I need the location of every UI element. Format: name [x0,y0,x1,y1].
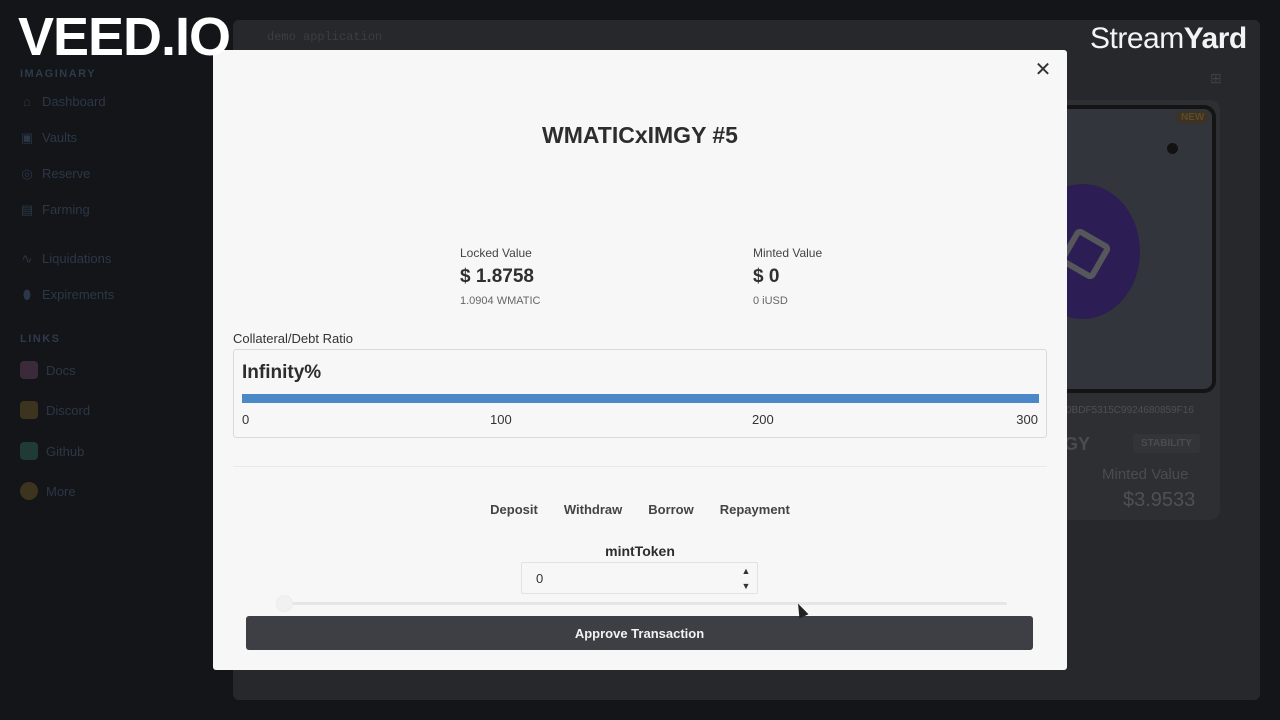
ratio-progress-bar [242,394,1039,403]
ratio-value: Infinity% [242,362,322,383]
sidebar-link-docs[interactable]: Docs [20,361,76,379]
farming-icon: ▤ [20,201,34,217]
reserve-icon: ◎ [21,165,33,181]
minted-value-amount: $ 0 [753,266,780,287]
locked-value-token: 1.0904 WMATIC [460,295,541,307]
vault-icon: ▣ [20,129,34,145]
minted-value-label: Minted Value [753,246,823,260]
locked-value-label: Locked Value [460,246,532,260]
veed-watermark: VEED.IO [18,7,231,67]
approve-transaction-button[interactable]: Approve Transaction [246,616,1033,650]
vault-card-tag: STABILITY [1133,434,1200,453]
sidebar-item-liquidations[interactable]: ∿ Liquidations [20,250,112,266]
smile-icon [20,482,38,500]
minted-value-token: 0 iUSD [753,295,788,307]
app-title: demo application [267,30,383,44]
vault-modal: ✕ WMATICxIMGY #5 Locked Value $ 1.8758 1… [213,50,1067,670]
dashboard-icon: ⌂ [23,93,31,109]
minted-value-stat: Minted Value $ 0 0 iUSD [753,246,822,307]
sidebar-item-label: Farming [42,202,90,217]
dot-icon [1167,143,1178,154]
sidebar-item-label: Reserve [42,166,91,181]
ratio-box: Infinity% 0 100 200 300 [233,349,1047,438]
ratio-tick: 300 [1016,412,1038,427]
books-icon [20,361,38,379]
vault-card-image [1060,105,1216,393]
sidebar-item-farming[interactable]: ▤ Farming [20,202,90,217]
mint-token-input[interactable] [522,570,722,586]
tab-deposit[interactable]: Deposit [490,502,538,517]
sidebar-link-label: Docs [46,362,76,378]
tab-withdraw[interactable]: Withdraw [563,502,623,517]
sidebar-item-label: Dashboard [42,94,106,109]
sidebar-link-label: Discord [46,402,91,418]
close-icon[interactable]: ✕ [1034,59,1052,81]
ratio-label: Collateral/Debt Ratio [233,331,353,346]
ratio-tick: 0 [242,412,250,427]
sidebar-link-more[interactable]: More [20,482,76,500]
sidebar-item-dashboard[interactable]: ⌂ Dashboard [20,94,106,109]
spinner-down-icon[interactable]: ▼ [741,581,751,591]
locked-value-stat: Locked Value $ 1.8758 1.0904 WMATIC [460,246,541,307]
ratio-tick: 200 [752,412,774,427]
streamyard-text-a: Stream [1090,22,1184,55]
vault-card-minted-label: Minted Value [1102,466,1189,483]
ratio-tick: 100 [490,412,512,427]
octocat-icon [20,442,38,460]
sidebar-item-label: Expirements [42,287,115,302]
vault-card-hash: 0BDF5315C9924680859F16 [1066,405,1194,416]
mint-token-field: ▲ ▼ [521,562,758,594]
tab-repayment[interactable]: Repayment [719,502,790,517]
sidebar-item-label: Vaults [42,130,78,145]
sidebar-item-reserve[interactable]: ◎ Reserve [20,166,90,181]
sidebar-link-label: More [46,483,76,499]
ratio-progress-fill [242,394,1039,403]
grid-icon[interactable]: ⊞ [1210,70,1222,86]
vault-card-minted-value: $3.9533 [1123,489,1196,511]
sidebar-item-label: Liquidations [42,251,112,266]
streamyard-text-b: Yard [1183,22,1248,55]
amount-slider-thumb[interactable] [276,595,293,612]
new-badge: NEW [1176,111,1210,124]
sidebar-section-title: LINKS [20,333,61,345]
vault-card-name: GY [1064,434,1091,454]
sidebar-item-expirements[interactable]: ⬮ Expirements [20,287,114,302]
divider [233,466,1047,467]
sidebar: IMAGINARY ⌂ Dashboard ▣ Vaults ◎ Reserve… [0,0,213,720]
streamyard-watermark: StreamYard [1090,22,1247,56]
number-spinner: ▲ ▼ [739,565,753,593]
sidebar-section-title: IMAGINARY [20,68,97,80]
locked-value-amount: $ 1.8758 [460,266,534,287]
sidebar-link-github[interactable]: Github [20,442,84,460]
modal-title: WMATICxIMGY #5 [542,122,738,148]
activity-icon: ∿ [21,250,33,266]
wave-icon [20,401,38,419]
sidebar-link-label: Github [46,443,85,459]
sidebar-item-vaults[interactable]: ▣ Vaults [20,130,77,145]
amount-slider-track[interactable] [285,602,1007,605]
tab-borrow[interactable]: Borrow [648,502,694,517]
pill-icon: ⬮ [22,286,32,302]
mint-token-label: mintToken [605,543,675,559]
action-tabs: Deposit Withdraw Borrow Repayment [213,502,1067,517]
sidebar-link-discord[interactable]: Discord [20,401,90,419]
spinner-up-icon[interactable]: ▲ [741,566,751,576]
